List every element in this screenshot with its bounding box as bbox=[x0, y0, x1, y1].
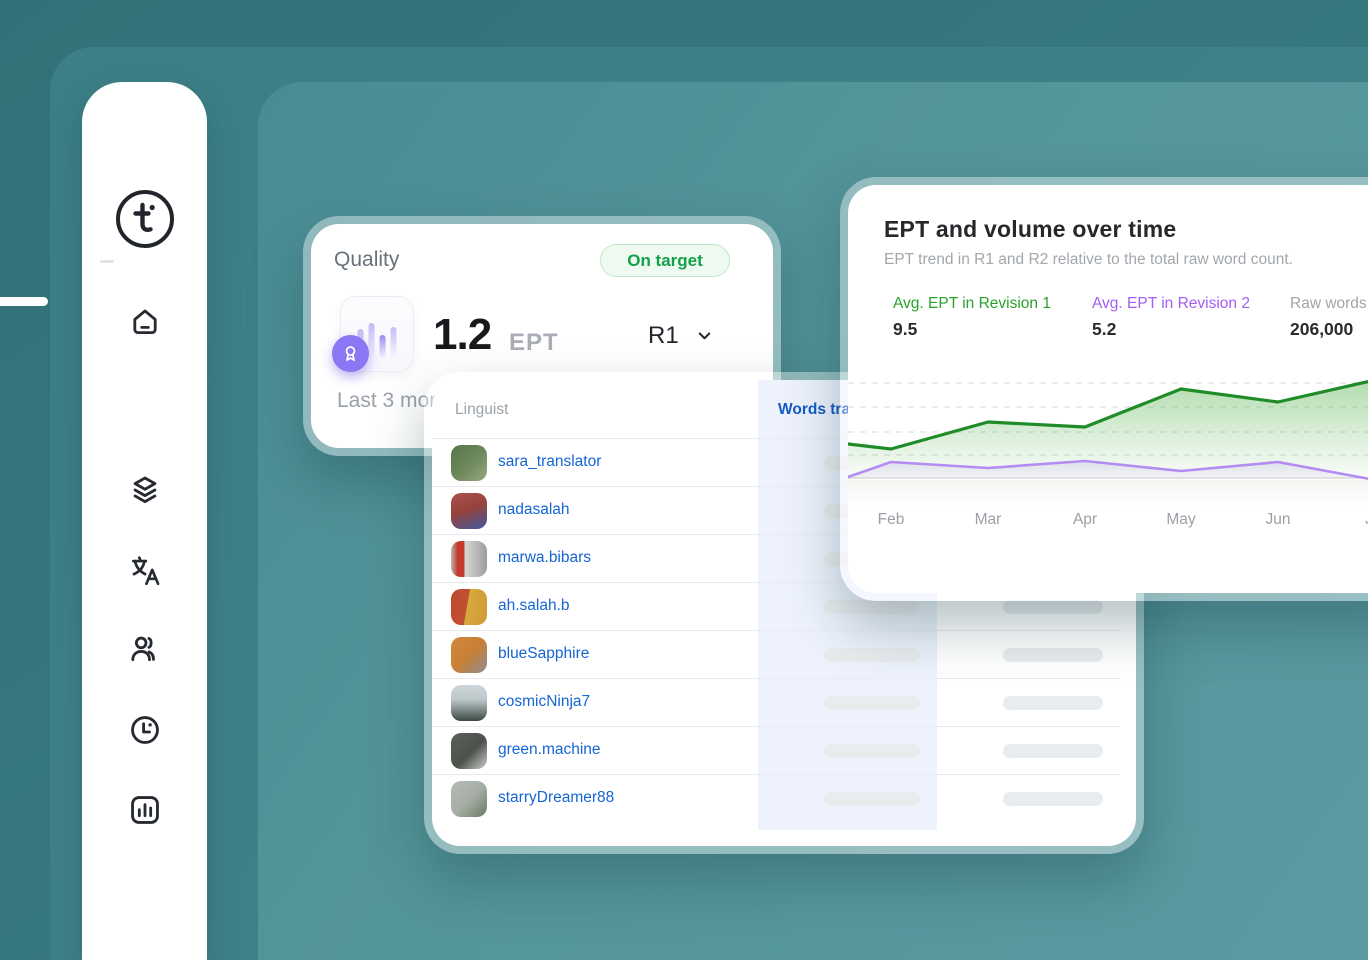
linguist-username-link[interactable]: cosmicNinja7 bbox=[498, 693, 591, 710]
chart-title: EPT and volume over time bbox=[884, 216, 1177, 242]
table-row[interactable]: ah.salah.b bbox=[432, 582, 1120, 630]
home-icon[interactable] bbox=[128, 305, 162, 339]
r2-area-fill bbox=[848, 461, 1368, 479]
x-axis-labels: Feb Mar Apr May Jun Jul bbox=[848, 511, 1368, 531]
table-row[interactable]: cosmicNinja7 bbox=[432, 678, 1120, 726]
table-row[interactable]: starryDreamer88 bbox=[432, 774, 1120, 822]
table-body: sara_translator nadasalah marwa.bibars bbox=[432, 438, 1120, 822]
stat-label: Avg. EPT in Revision 2 bbox=[1092, 295, 1250, 312]
stat-value: 5.2 bbox=[1092, 319, 1117, 339]
linguist-username-link[interactable]: green.machine bbox=[498, 741, 601, 758]
users-icon[interactable] bbox=[128, 633, 162, 667]
stat-value: 9.5 bbox=[893, 319, 918, 339]
r1-trend-line bbox=[848, 379, 1368, 451]
stat-avg-ept-r1: Avg. EPT in Revision 1 9.5 bbox=[893, 295, 1051, 340]
x-tick-label: Jul bbox=[1365, 511, 1368, 529]
quality-card-title: Quality bbox=[334, 248, 400, 271]
avatar bbox=[451, 637, 487, 673]
x-tick-label: Feb bbox=[877, 511, 905, 528]
words-translated-placeholder bbox=[824, 696, 920, 710]
avatar bbox=[451, 493, 487, 529]
plot-footer-fade bbox=[848, 480, 1368, 510]
words-translated-placeholder bbox=[824, 648, 920, 662]
metric-placeholder bbox=[1003, 648, 1103, 662]
medal-icon bbox=[332, 335, 369, 372]
stat-raw-words: Raw words 206,000 bbox=[1290, 295, 1367, 340]
linguists-table-card: Linguist Words translated sara_translato… bbox=[424, 372, 1144, 854]
brand-logo[interactable] bbox=[115, 190, 174, 248]
status-badge: On target bbox=[600, 244, 730, 277]
metric-placeholder bbox=[1003, 600, 1103, 614]
x-tick-label: Apr bbox=[1072, 511, 1098, 528]
x-tick-label: Jun bbox=[1265, 511, 1291, 528]
chevron-down-icon[interactable] bbox=[695, 326, 714, 345]
stat-avg-ept-r2: Avg. EPT in Revision 2 5.2 bbox=[1092, 295, 1250, 340]
ept-chart-card: EPT and volume over time EPT trend in R1… bbox=[840, 177, 1368, 601]
metric-placeholder bbox=[1003, 792, 1103, 806]
avatar bbox=[451, 733, 487, 769]
translate-icon[interactable] bbox=[128, 554, 162, 588]
metric-placeholder bbox=[1003, 696, 1103, 710]
table-row[interactable]: blueSapphire bbox=[432, 630, 1120, 678]
avatar bbox=[451, 589, 487, 625]
words-translated-placeholder bbox=[824, 600, 920, 614]
avatar bbox=[451, 541, 487, 577]
clock-icon[interactable] bbox=[128, 713, 162, 747]
sidebar bbox=[82, 82, 207, 960]
stat-value: 206,000 bbox=[1290, 319, 1354, 339]
r2-trend-line bbox=[848, 459, 1368, 481]
linguist-username-link[interactable]: ah.salah.b bbox=[498, 597, 570, 614]
linguist-username-link[interactable]: starryDreamer88 bbox=[498, 789, 615, 806]
ept-score-value: 1.2 bbox=[433, 310, 492, 359]
avatar bbox=[451, 781, 487, 817]
x-tick-label: Mar bbox=[974, 511, 1002, 528]
linguist-username-link[interactable]: marwa.bibars bbox=[498, 549, 592, 566]
ept-unit-label: EPT bbox=[509, 329, 559, 356]
stat-label: Raw words bbox=[1290, 295, 1367, 312]
linguist-username-link[interactable]: blueSapphire bbox=[498, 645, 590, 662]
bar-chart-icon[interactable] bbox=[128, 793, 162, 827]
linguist-username-link[interactable]: nadasalah bbox=[498, 501, 570, 518]
stat-label: Avg. EPT in Revision 1 bbox=[893, 295, 1051, 312]
x-tick-label: May bbox=[1166, 511, 1196, 528]
words-translated-placeholder bbox=[824, 792, 920, 806]
avatar bbox=[451, 445, 487, 481]
chart-subtitle: EPT trend in R1 and R2 relative to the t… bbox=[884, 251, 1293, 268]
layers-icon[interactable] bbox=[128, 473, 162, 507]
metric-placeholder bbox=[1003, 744, 1103, 758]
sidebar-divider-dash bbox=[100, 260, 114, 263]
decorative-white-dash bbox=[0, 297, 48, 306]
table-row[interactable]: green.machine bbox=[432, 726, 1120, 774]
avatar bbox=[451, 685, 487, 721]
linguist-username-link[interactable]: sara_translator bbox=[498, 453, 602, 470]
words-translated-placeholder bbox=[824, 744, 920, 758]
r1-area-fill bbox=[848, 381, 1368, 478]
area-chart-plot bbox=[848, 370, 1368, 482]
revision-dropdown[interactable]: R1 bbox=[648, 322, 679, 349]
column-header-linguist: Linguist bbox=[455, 401, 509, 418]
